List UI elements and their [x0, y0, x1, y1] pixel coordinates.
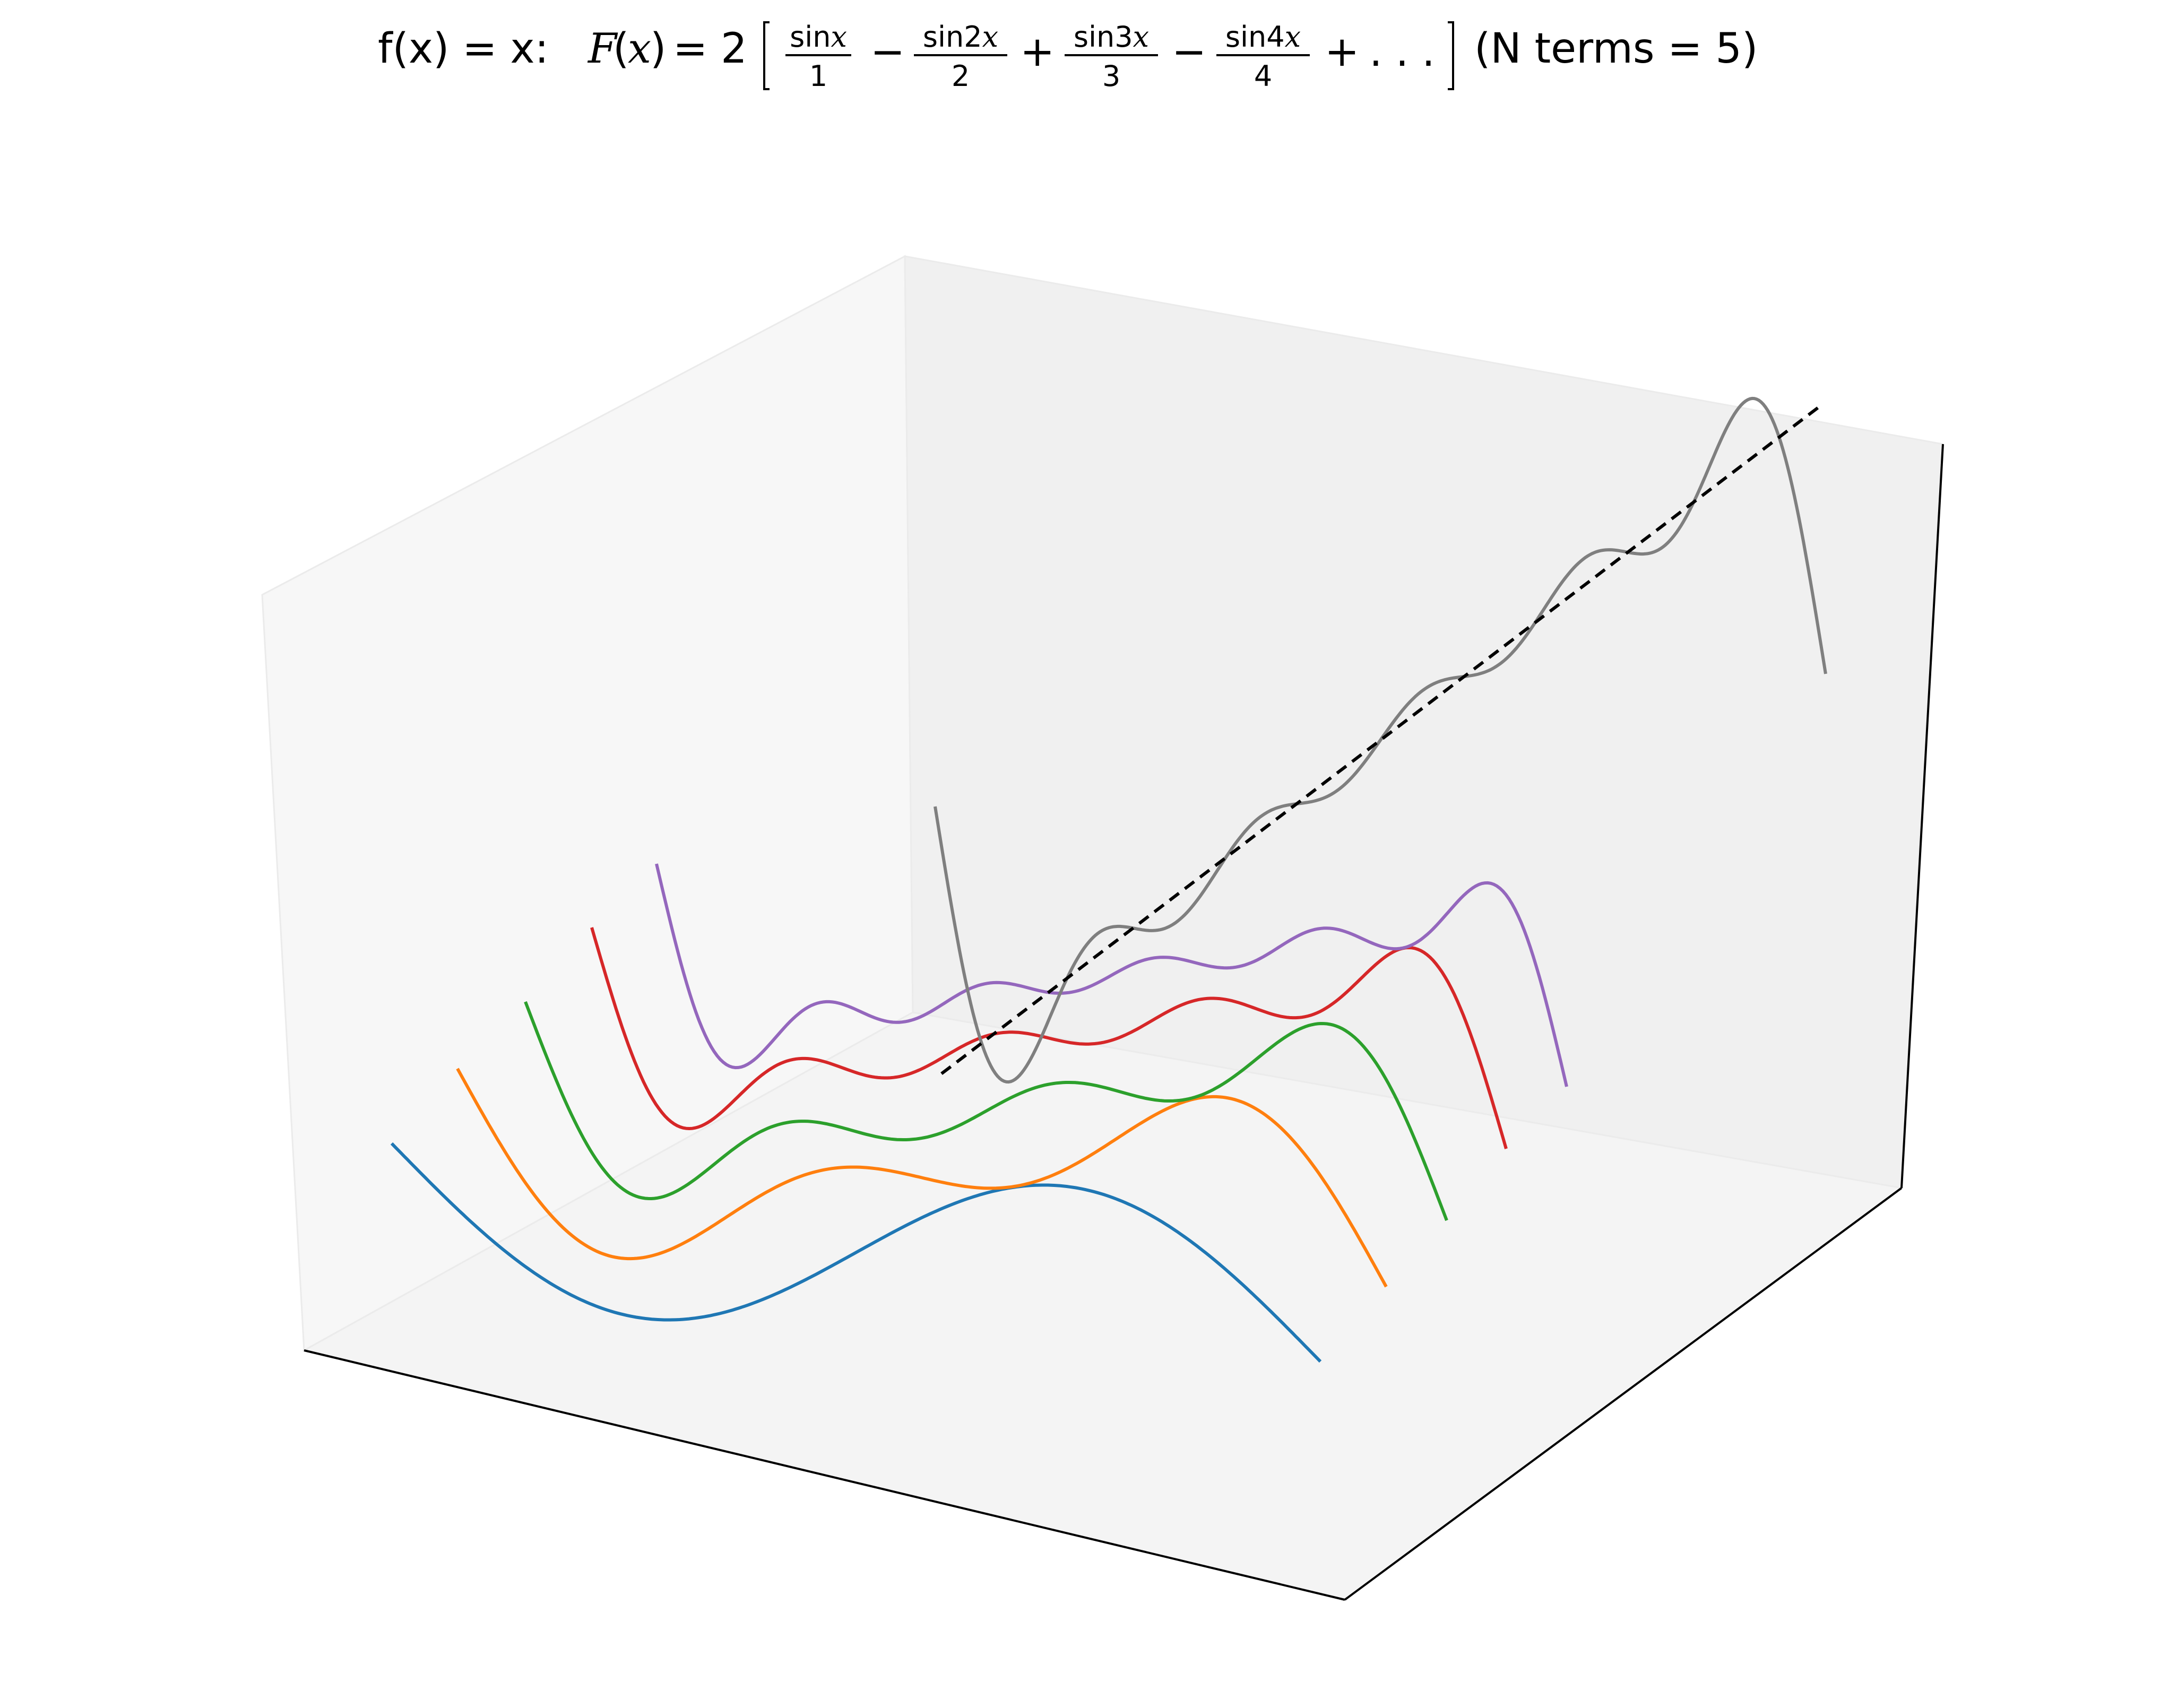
svg-text:4: 4: [1254, 59, 1272, 93]
title-suffix: (N terms = 5): [1474, 25, 1758, 73]
title-operator-1: −: [870, 28, 905, 76]
svg-text:sin3x: sin3x: [1074, 20, 1149, 54]
title-equals-two: = 2: [673, 25, 747, 73]
svg-text:2: 2: [952, 59, 970, 93]
axes-panes: [261, 255, 1944, 1601]
z-axis-line: [1900, 444, 1944, 1189]
title-bracket-left: [763, 21, 770, 90]
title-paren-close: ): [650, 25, 666, 73]
partial-sum-line-n2: [456, 1068, 1388, 1288]
svg-text:sin2x: sin2x: [923, 20, 998, 54]
partial-sum-line-n5: [655, 863, 1568, 1087]
y-axis-line: [1344, 1187, 1903, 1601]
axis-lines: [304, 444, 1944, 1601]
svg-text:sinx: sinx: [790, 20, 847, 54]
svg-text:sin4x: sin4x: [1225, 20, 1301, 54]
title-fraction-3: sin3x 3: [1065, 20, 1158, 93]
svg-text:3: 3: [1102, 59, 1120, 93]
svg-text:1: 1: [809, 59, 827, 93]
target-function-line: [940, 405, 1820, 1075]
title-fraction-4: sin4x 4: [1216, 20, 1310, 93]
sum-curve-line: [934, 396, 1827, 1084]
x-axis-line: [304, 1349, 1345, 1601]
title-operator-2: +: [1020, 28, 1055, 76]
title-func-var: x: [628, 25, 651, 73]
partial-sum-line-n4: [590, 927, 1508, 1149]
title-fraction-1: sinx 1: [785, 20, 851, 93]
partial-sum-line-n3: [524, 1001, 1448, 1221]
title-operator-4: +: [1325, 28, 1359, 76]
partial-sum-line-n1: [390, 1142, 1322, 1363]
title-func-lhs: F: [587, 25, 618, 73]
title-ellipsis: . . .: [1369, 28, 1435, 76]
title-prefix: f(x) = x:: [378, 25, 549, 73]
curves-layer: [390, 396, 1827, 1363]
chart-title: f(x) = x: F ( x ) = 2 sinx 1 − sin2x 2 +…: [378, 20, 1758, 93]
title-fraction-2: sin2x 2: [914, 20, 1007, 93]
title-paren-open: (: [613, 25, 629, 73]
title-bracket-right: [1448, 21, 1454, 90]
title-operator-3: −: [1172, 28, 1206, 76]
